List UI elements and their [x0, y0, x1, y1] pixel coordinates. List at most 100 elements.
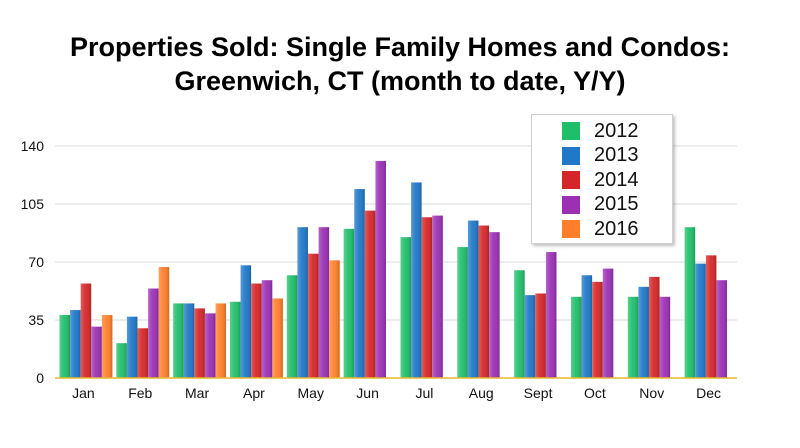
- legend-swatch: [562, 171, 580, 189]
- bar-group-apr: [230, 265, 283, 378]
- bar-shading: [649, 276, 660, 378]
- legend-swatch: [562, 122, 580, 140]
- legend-item-2013: 2013: [562, 144, 639, 168]
- bar-shading: [194, 308, 205, 378]
- legend-item-2012: 2012: [562, 119, 639, 143]
- bar-shading: [261, 280, 273, 378]
- bar-group-oct: [571, 268, 614, 378]
- y-tick-label: 70: [28, 254, 44, 270]
- legend: 2012 2013 2014 2015 2016: [531, 114, 673, 244]
- legend-swatch: [562, 195, 580, 214]
- bar-shading: [240, 265, 252, 378]
- legend-item-2015: 2015: [562, 193, 639, 217]
- bars: [59, 160, 727, 378]
- bar-group-nov: [627, 276, 671, 378]
- x-tick-label: Feb: [128, 385, 152, 401]
- bar-group-jan: [59, 283, 113, 378]
- x-tick-label: May: [298, 385, 324, 401]
- bar-shading: [80, 283, 92, 378]
- bar-shading: [364, 210, 376, 378]
- bar-shading: [126, 316, 138, 378]
- bar-shading: [695, 263, 706, 378]
- bar-shading: [272, 298, 283, 378]
- bar-shading: [375, 160, 386, 378]
- x-tick-label: Sept: [524, 385, 553, 401]
- bar-shading: [70, 310, 81, 378]
- bar-shading: [545, 252, 557, 378]
- legend-swatch: [562, 146, 580, 165]
- y-tick-label: 0: [36, 370, 44, 386]
- bar-shading: [581, 275, 593, 378]
- bar-shading: [343, 228, 355, 378]
- bar-shading: [489, 232, 500, 378]
- bar-group-feb: [116, 266, 170, 378]
- x-tick-label: Jan: [72, 385, 95, 401]
- legend-label: 2012: [594, 119, 639, 142]
- bar-shading: [411, 182, 422, 378]
- bar-shading: [148, 288, 159, 378]
- bar-shading: [514, 270, 525, 378]
- bar-shading: [705, 255, 717, 378]
- chart-title-line-1: Properties Sold: Single Family Homes and…: [69, 32, 731, 62]
- bar-shading: [602, 268, 614, 378]
- bar-shading: [457, 247, 468, 378]
- bar-shading: [571, 296, 582, 378]
- bar-shading: [432, 215, 443, 378]
- bar-shading: [318, 227, 330, 378]
- bar-group-sept: [514, 252, 557, 378]
- x-tick-label: Aug: [469, 385, 494, 401]
- legend-label: 2013: [594, 144, 639, 166]
- bar-group-mar: [173, 303, 227, 378]
- bar-shading: [354, 189, 365, 378]
- x-tick-label: Dec: [696, 385, 721, 401]
- bar-shading: [467, 220, 479, 378]
- legend-label: 2016: [594, 217, 639, 240]
- chart-title: Properties Sold: Single Family Homes and…: [0, 30, 800, 98]
- bar-shading: [421, 217, 433, 378]
- bar-shading: [684, 227, 696, 378]
- bar-shading: [101, 315, 113, 378]
- x-tick-label: Jun: [356, 385, 379, 401]
- bar-group-dec: [684, 227, 727, 378]
- bar-shading: [524, 295, 536, 378]
- y-tick-label: 35: [28, 312, 44, 328]
- bar-group-jul: [400, 182, 443, 378]
- bar-shading: [535, 293, 546, 378]
- bar-shading: [204, 313, 216, 378]
- bar-group-may: [286, 227, 340, 378]
- bar-shading: [716, 280, 727, 378]
- x-axis-ticks: Jan Feb Mar Apr May Jun Jul Aug Sept Oct Nov Dec: [72, 385, 721, 401]
- bar-shading: [230, 301, 241, 378]
- bar-shading: [286, 275, 298, 378]
- bar-shading: [659, 296, 671, 378]
- x-tick-label: Jul: [415, 385, 433, 401]
- legend-item-2016: 2016: [562, 217, 639, 241]
- chart-title-line-2: Greenwich, CT (month to date, Y/Y): [174, 66, 626, 96]
- bar-shading: [478, 225, 490, 378]
- bar-shading: [297, 227, 308, 378]
- bar-group-jun: [343, 160, 386, 378]
- legend-item-2014: 2014: [562, 168, 639, 192]
- y-axis-ticks: 0 35 70 105 140: [21, 138, 45, 386]
- legend-label: 2014: [594, 168, 639, 191]
- bar-shading: [251, 283, 262, 378]
- bar-shading: [329, 260, 340, 378]
- y-tick-label: 140: [21, 138, 45, 154]
- bar-shading: [183, 303, 195, 378]
- x-tick-label: Mar: [185, 385, 209, 401]
- bar-shading: [638, 286, 649, 378]
- bar-shading: [59, 315, 70, 378]
- y-tick-label: 105: [21, 196, 45, 212]
- bar-shading: [137, 328, 149, 378]
- x-tick-label: Oct: [584, 385, 606, 401]
- bar-shading: [91, 326, 102, 378]
- bar-shading: [116, 343, 127, 378]
- x-tick-label: Apr: [243, 385, 265, 401]
- bar-shading: [308, 253, 319, 378]
- legend-label: 2015: [594, 193, 639, 215]
- bar-shading: [400, 237, 411, 378]
- bar-group-aug: [457, 220, 500, 378]
- bar-shading: [158, 266, 170, 378]
- bar-shading: [592, 281, 603, 378]
